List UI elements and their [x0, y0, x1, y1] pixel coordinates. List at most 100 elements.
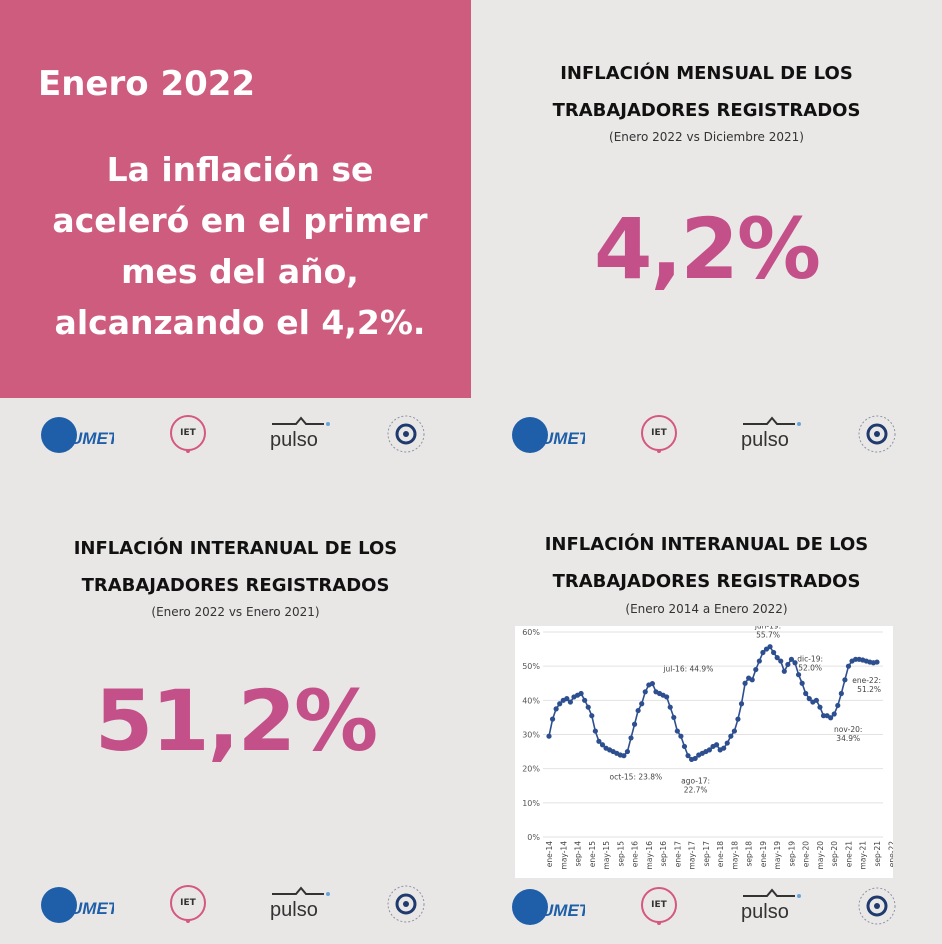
annotation-label: dic-19: — [797, 654, 823, 663]
data-point — [813, 697, 819, 703]
x-tick-label: may-21 — [859, 841, 868, 870]
pulso-logo-text: pulso — [270, 429, 318, 451]
data-point — [820, 713, 827, 719]
logo-row: UMET IET pulso — [471, 408, 942, 462]
data-point — [799, 680, 805, 686]
data-point — [635, 707, 641, 714]
x-tick-label: sep-18 — [745, 841, 754, 867]
data-point — [692, 755, 698, 762]
iet-logo: IET — [170, 885, 206, 921]
x-tick-label: ene-17 — [673, 841, 682, 867]
data-point — [792, 660, 798, 666]
data-point — [835, 702, 841, 709]
pulso-logo-text: pulso — [741, 901, 789, 923]
title-line: INFLACIÓN MENSUAL DE LOS — [560, 63, 853, 84]
x-tick-label: sep-20 — [830, 841, 839, 867]
y-tick-label: 10% — [522, 799, 540, 808]
umet-logo-text: UMET — [70, 899, 114, 918]
data-point — [806, 696, 812, 702]
umet-logo: UMET — [512, 417, 585, 453]
iet-logo: IET — [641, 415, 677, 451]
x-tick-label: may-17 — [688, 841, 697, 870]
data-point — [795, 672, 802, 678]
x-tick-label: ene-16 — [631, 841, 640, 867]
data-point — [845, 663, 852, 669]
title-line: TRABAJADORES REGISTRADOS — [81, 575, 390, 596]
data-point — [567, 699, 573, 705]
annotation-label: jun-19: — [754, 626, 781, 631]
chart-area: 0% 10% 20% 30% 40% 50% 60% ene-14 may-14 sep-14 en… — [515, 622, 896, 878]
panel-yearly: INFLACIÓN INTERANUAL DE LOS TRABAJADORES… — [0, 472, 471, 944]
x-tick-label: may-15 — [602, 841, 611, 870]
y-tick-label: 30% — [522, 731, 540, 740]
pulso-logo-text: pulso — [741, 429, 789, 451]
pulso-logo: pulso — [270, 416, 330, 451]
x-tick-label: sep-14 — [574, 841, 583, 867]
panel-subtitle: (Enero 2022 vs Diciembre 2021) — [609, 130, 804, 144]
data-point — [803, 690, 809, 697]
x-tick-label: may-14 — [559, 841, 568, 870]
annotation-label: 34.9% — [836, 734, 860, 743]
y-tick-label: 50% — [522, 662, 540, 671]
data-point — [592, 728, 598, 734]
data-point — [753, 666, 759, 673]
pulso-logo: pulso — [741, 416, 801, 451]
yearly-inflation-value: 51,2% — [94, 672, 378, 770]
data-point — [582, 697, 588, 703]
data-point — [678, 733, 684, 739]
data-point — [738, 701, 745, 707]
data-point — [874, 659, 880, 665]
annotation-label: oct-15: 23.8% — [610, 773, 663, 782]
data-point — [549, 716, 556, 722]
data-point — [828, 715, 834, 721]
x-tick-label: ene-22 — [887, 841, 893, 867]
title-line: INFLACIÓN INTERANUAL DE LOS — [73, 538, 398, 559]
data-point — [842, 677, 848, 683]
data-point — [731, 728, 737, 734]
iet-logo-dot — [186, 919, 190, 923]
x-tick-label: sep-16 — [659, 841, 668, 867]
annotation-label: 52.0% — [798, 663, 822, 672]
x-tick-label: sep-15 — [616, 841, 625, 867]
pulso-logo-text: pulso — [270, 899, 318, 921]
data-point — [681, 743, 688, 750]
monthly-inflation-value: 4,2% — [594, 200, 821, 298]
annotation-label: jul-16: 44.9% — [662, 665, 713, 674]
y-tick-label: 20% — [522, 765, 540, 774]
citra-logo — [387, 415, 425, 453]
iet-logo: IET — [170, 415, 206, 451]
month-heading: Enero 2022 — [38, 64, 256, 104]
x-tick-label: may-19 — [773, 841, 782, 870]
x-tick-label: may-18 — [730, 841, 739, 870]
panel-subtitle: (Enero 2014 a Enero 2022) — [625, 602, 788, 616]
data-point — [713, 742, 720, 748]
headline-message: La inflación se aceleró en el primer mes… — [30, 144, 450, 348]
x-tick-label: sep-19 — [787, 841, 796, 867]
annotation-label: 51.2% — [857, 685, 881, 694]
data-point — [553, 706, 559, 712]
annotation-label: 55.7% — [756, 631, 780, 640]
pink-banner: Enero 2022 La inflación se aceleró en el… — [0, 0, 471, 398]
data-point — [749, 677, 755, 683]
annotation-label: nov-20: — [834, 725, 862, 734]
data-point — [838, 690, 844, 697]
y-tick-label: 60% — [522, 628, 540, 637]
data-point — [546, 733, 552, 739]
data-point — [599, 742, 606, 748]
headline-line: aceleró en el primer — [52, 201, 428, 240]
x-tick-label: ene-18 — [716, 841, 725, 867]
iet-logo-dot — [657, 921, 661, 925]
data-point — [771, 649, 777, 656]
data-point — [639, 701, 645, 707]
iet-logo-dot — [186, 449, 190, 453]
panel-title: INFLACIÓN MENSUAL DE LOS TRABAJADORES RE… — [471, 55, 942, 129]
x-tick-label: ene-15 — [588, 841, 597, 867]
data-point — [585, 704, 591, 710]
title-line: TRABAJADORES REGISTRADOS — [552, 100, 861, 121]
x-tick-label: may-20 — [816, 841, 825, 870]
x-tick-label: may-16 — [645, 841, 654, 870]
annotation-label: 22.7% — [684, 785, 708, 794]
data-point — [785, 661, 791, 668]
citra-logo — [858, 415, 896, 453]
inflation-line-chart: 0% 10% 20% 30% 40% 50% 60% ene-14 may-14 sep-14 en… — [522, 622, 896, 870]
